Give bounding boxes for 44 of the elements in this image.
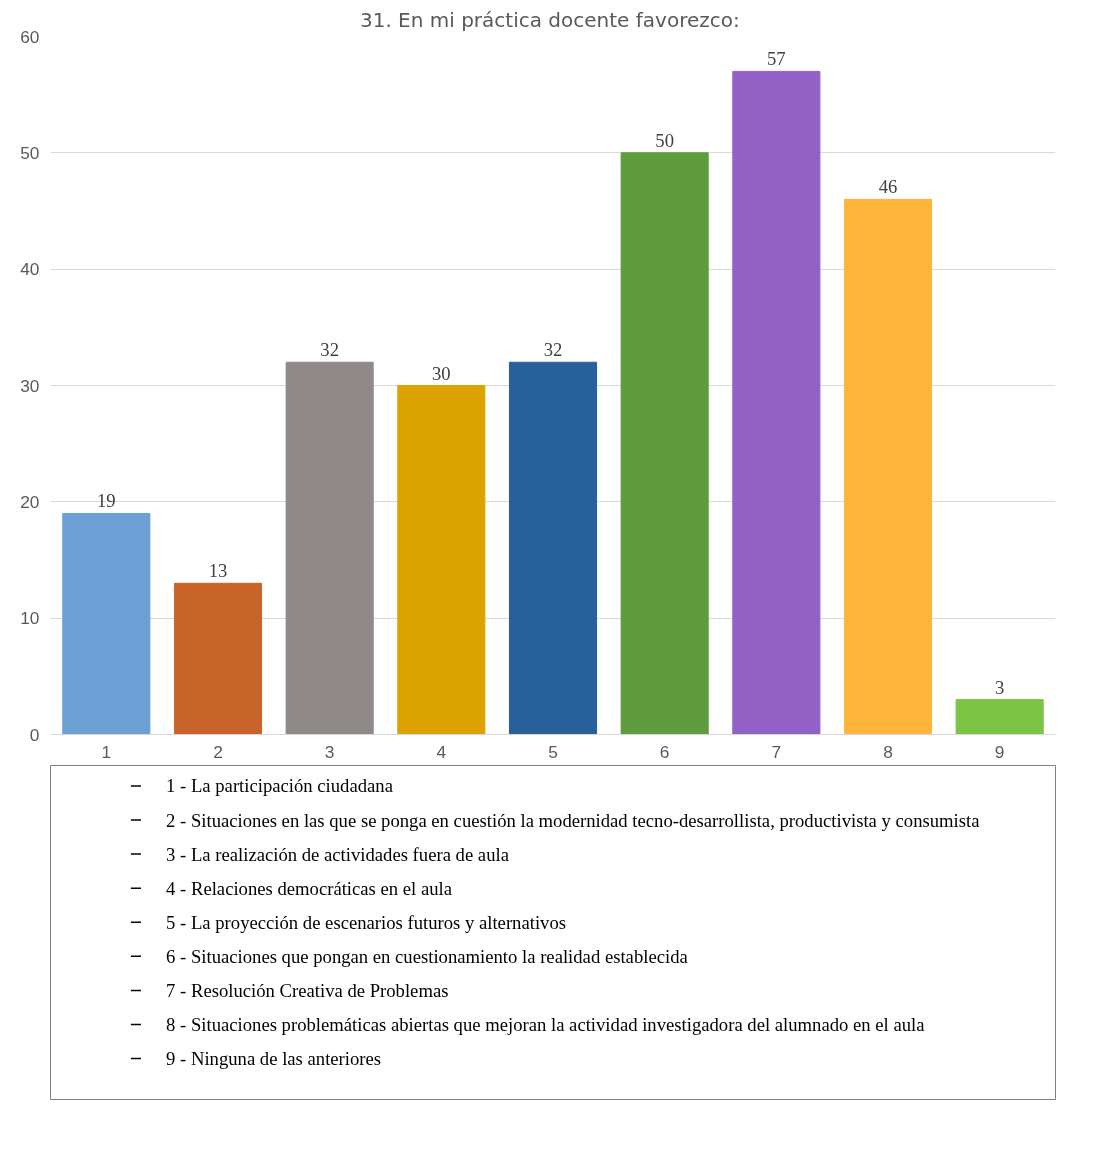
text: 5 - La proyección de escenarios futuros y alternativos bbox=[166, 911, 567, 933]
bar bbox=[62, 512, 151, 735]
bar bbox=[285, 361, 374, 735]
text: 7 - Resolución Creativa de Problemas bbox=[166, 979, 449, 1001]
chart-title: 31. En mi práctica docente favorezco: bbox=[359, 7, 740, 32]
text: 4 - Relaciones democráticas en el aula bbox=[166, 877, 453, 899]
x-tick-label: 1 bbox=[101, 741, 112, 762]
text: 2 - Situaciones en las que se ponga en cuestión la modernidad tecno-desarrollista, productivista y consumista bbox=[166, 809, 981, 831]
y-tick-label: 0 bbox=[29, 724, 40, 745]
x-tick-label: 4 bbox=[436, 741, 447, 762]
bar bbox=[955, 699, 1044, 735]
text: 1 - La participación ciudadana bbox=[166, 775, 394, 797]
bar bbox=[843, 198, 933, 735]
data-label: 3 bbox=[995, 676, 1005, 698]
data-label: 32 bbox=[543, 339, 563, 361]
bar bbox=[732, 70, 821, 735]
x-tick-label: 7 bbox=[771, 741, 782, 762]
bar bbox=[620, 152, 709, 735]
y-tick-label: 50 bbox=[20, 142, 40, 163]
text: 9 - Ninguna de las anteriores bbox=[166, 1048, 382, 1070]
y-tick-label: 60 bbox=[20, 26, 40, 47]
data-label: 30 bbox=[432, 362, 451, 384]
data-label: 50 bbox=[655, 129, 674, 151]
bar bbox=[508, 361, 598, 735]
text: 8 - Situaciones problemáticas abiertas que mejoran la actividad investigadora del alumnado en el aula bbox=[166, 1014, 926, 1036]
x-tick-label: 6 bbox=[659, 741, 670, 762]
data-label: 32 bbox=[320, 339, 339, 361]
text: 6 - Situaciones que pongan en cuestionamiento la realidad establecida bbox=[166, 945, 689, 967]
x-tick-label: 3 bbox=[324, 741, 335, 762]
bar bbox=[173, 582, 263, 735]
y-tick-label: 30 bbox=[20, 375, 40, 396]
x-tick-label: 2 bbox=[213, 741, 223, 762]
y-tick-label: 40 bbox=[20, 259, 40, 280]
x-tick-label: 9 bbox=[994, 741, 1005, 762]
data-label: 13 bbox=[208, 560, 228, 582]
bar bbox=[397, 385, 486, 735]
data-label: 46 bbox=[878, 176, 898, 198]
x-tick-label: 8 bbox=[883, 741, 893, 762]
x-tick-label: 5 bbox=[548, 741, 558, 762]
y-tick-label: 20 bbox=[20, 491, 40, 512]
data-label: 19 bbox=[97, 490, 116, 512]
text: 3 - La realización de actividades fuera de aula bbox=[166, 843, 510, 865]
y-tick-label: 10 bbox=[20, 608, 40, 629]
data-label: 57 bbox=[767, 48, 786, 70]
